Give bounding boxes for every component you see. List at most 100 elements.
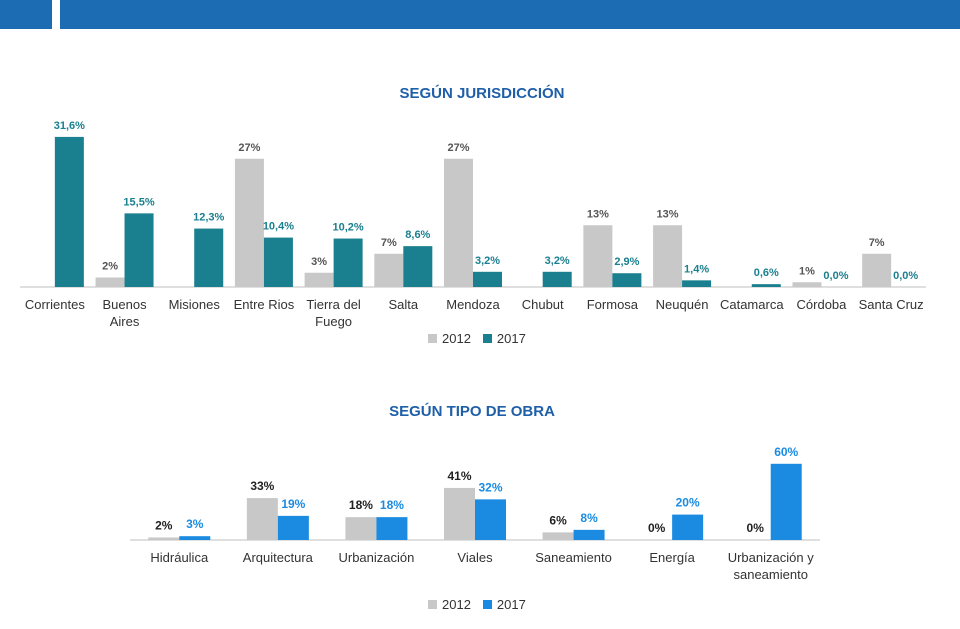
data-label: 0,0% [893,270,918,282]
bar-2017 [403,246,433,287]
category-label: Aires [110,314,140,329]
data-label: 60% [774,445,798,459]
bar-2012 [444,158,473,287]
category-label: Energía [649,550,695,565]
data-label: 19% [281,497,305,511]
category-label: Fuego [315,314,352,329]
data-label: 0% [648,521,666,535]
bar-2017 [770,463,802,540]
data-label: 2% [102,261,118,273]
category-label: Salta [388,297,418,312]
bar-2012 [246,498,278,540]
legend-item-2017: 2017 [482,597,526,612]
data-label: 8% [580,511,598,525]
category-label: Entre Rios [234,297,295,312]
bar-2017 [179,536,211,540]
legend-tipo-de-obra: 2012 2017 [428,597,538,612]
legend-item-2012: 2012 [428,597,471,612]
data-label: 20% [676,496,700,510]
data-label: 13% [587,208,609,220]
data-label: 8,6% [405,229,430,241]
bar-2017 [751,284,781,287]
data-label: 3,2% [545,255,570,267]
data-label: 10,2% [333,222,364,234]
category-label: Hidráulica [150,550,209,565]
bar-2012 [653,225,683,287]
header-bar [60,0,960,29]
data-label: 15,5% [123,196,154,208]
bar-2017 [672,514,704,540]
category-label: saneamiento [733,567,807,582]
category-label: Catamarca [720,297,784,312]
bar-2017 [612,273,642,287]
data-label: 0% [747,521,765,535]
category-label: Viales [457,550,493,565]
category-label: Urbanización y [728,550,814,565]
data-label: 18% [380,498,404,512]
bar-2017 [54,136,84,287]
bar-2017 [475,499,506,540]
bar-2017 [473,271,502,287]
bar-2017 [376,517,408,540]
bar-2017 [194,228,224,287]
data-label: 18% [349,498,373,512]
legend-item-2017: 2017 [482,331,526,346]
data-label: 3% [186,517,204,531]
bar-2012 [444,487,475,540]
category-label: Corrientes [25,297,85,312]
bar-2012 [792,282,822,287]
category-label: Córdoba [797,297,848,312]
bar-2012 [95,277,125,287]
bar-2012 [345,517,377,540]
bar-2012 [862,253,892,287]
bar-2017 [573,529,605,540]
bar-2017 [277,515,309,540]
bar-2017 [263,237,293,287]
data-label: 2% [155,518,173,532]
category-label: Misiones [169,297,221,312]
data-label: 3% [311,256,327,268]
data-label: 0,6% [754,267,779,279]
chart-title-jurisdiccion: SEGÚN JURISDICCIÓN [399,85,565,102]
data-label: 27% [447,142,469,154]
category-label: Formosa [587,297,639,312]
data-label: 1% [799,265,815,277]
header-accent-block [0,0,52,29]
bar-2012 [148,537,180,540]
bar-2012 [374,253,404,287]
category-label: Urbanización [338,550,414,565]
data-label: 41% [447,469,471,483]
bar-2012 [234,158,264,287]
data-label: 3,2% [475,255,500,267]
category-label: Saneamiento [535,550,612,565]
category-label: Mendoza [446,297,500,312]
category-label: Neuquén [656,297,709,312]
data-label: 31,6% [54,120,85,132]
chart-jurisdiccion: 31,6% Corrientes 2% 15,5% Buenos Aires 12,3% Mi… [20,120,926,329]
data-label: 27% [238,142,260,154]
category-label: Tierra del [306,297,361,312]
category-label: Chubut [522,297,564,312]
data-label: 6% [549,513,567,527]
bar-2017 [682,280,712,287]
data-label: 33% [250,479,274,493]
bar-2017 [333,238,363,287]
data-label: 0,0% [823,270,848,282]
data-label: 13% [657,208,679,220]
category-label: Buenos [102,297,147,312]
data-label: 7% [869,237,885,249]
bar-2012 [583,225,613,287]
bar-2017 [542,271,572,287]
legend-item-2012: 2012 [428,331,471,346]
chart-title-tipo-de-obra: SEGÚN TIPO DE OBRA [389,403,555,420]
data-label: 1,4% [684,263,709,275]
bar-2012 [304,272,334,287]
category-label: Arquitectura [243,550,314,565]
data-label: 7% [381,237,397,249]
category-label: Santa Cruz [859,297,924,312]
data-label: 2,9% [614,256,639,268]
legend-jurisdiccion: 2012 2017 [428,331,538,346]
data-label: 12,3% [193,212,224,224]
bar-2017 [124,213,154,287]
